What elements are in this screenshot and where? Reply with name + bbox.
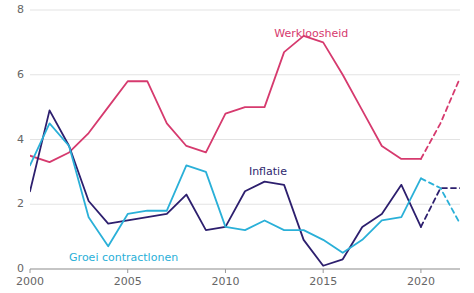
y-tick-label: 0 — [17, 262, 24, 275]
lines — [30, 36, 460, 266]
x-tick-label: 2005 — [114, 275, 142, 288]
annotation: Inflatie — [249, 165, 287, 178]
x-tick — [127, 269, 128, 273]
series-line — [421, 78, 460, 159]
x-tick — [420, 269, 421, 273]
x-tick-label: 2010 — [211, 275, 239, 288]
x-tick-label: 2000 — [16, 275, 44, 288]
x-tick — [30, 269, 31, 273]
annotation: Groei contractlonen — [69, 251, 178, 264]
grid-line — [30, 204, 460, 205]
grid-line — [30, 269, 460, 270]
annotation: Werkloosheid — [274, 27, 348, 40]
grid-line — [30, 10, 460, 11]
x-tick — [225, 269, 226, 273]
grid-line — [30, 139, 460, 140]
x-tick-label: 2015 — [309, 275, 337, 288]
axes: 0 2 4 6 8 2000 2005 2010 2015 2020 — [16, 3, 460, 288]
series-line — [421, 178, 460, 223]
annotations: Werkloosheid Inflatie Groei contractlonen — [69, 27, 348, 263]
x-tick-label: 2020 — [407, 275, 435, 288]
chart: 0 2 4 6 8 2000 2005 2010 2015 2020 Werkloosheid Inf… — [0, 0, 474, 293]
grid-line — [30, 74, 460, 75]
y-tick-label: 4 — [17, 133, 24, 146]
y-tick-label: 6 — [17, 68, 24, 81]
y-tick-label: 8 — [17, 3, 24, 16]
x-tick — [323, 269, 324, 273]
y-tick-label: 2 — [17, 197, 24, 210]
series-line — [421, 188, 460, 227]
series-line — [30, 110, 421, 265]
x-axis-line — [30, 269, 460, 270]
series-line — [30, 123, 421, 253]
series-line — [30, 36, 421, 162]
